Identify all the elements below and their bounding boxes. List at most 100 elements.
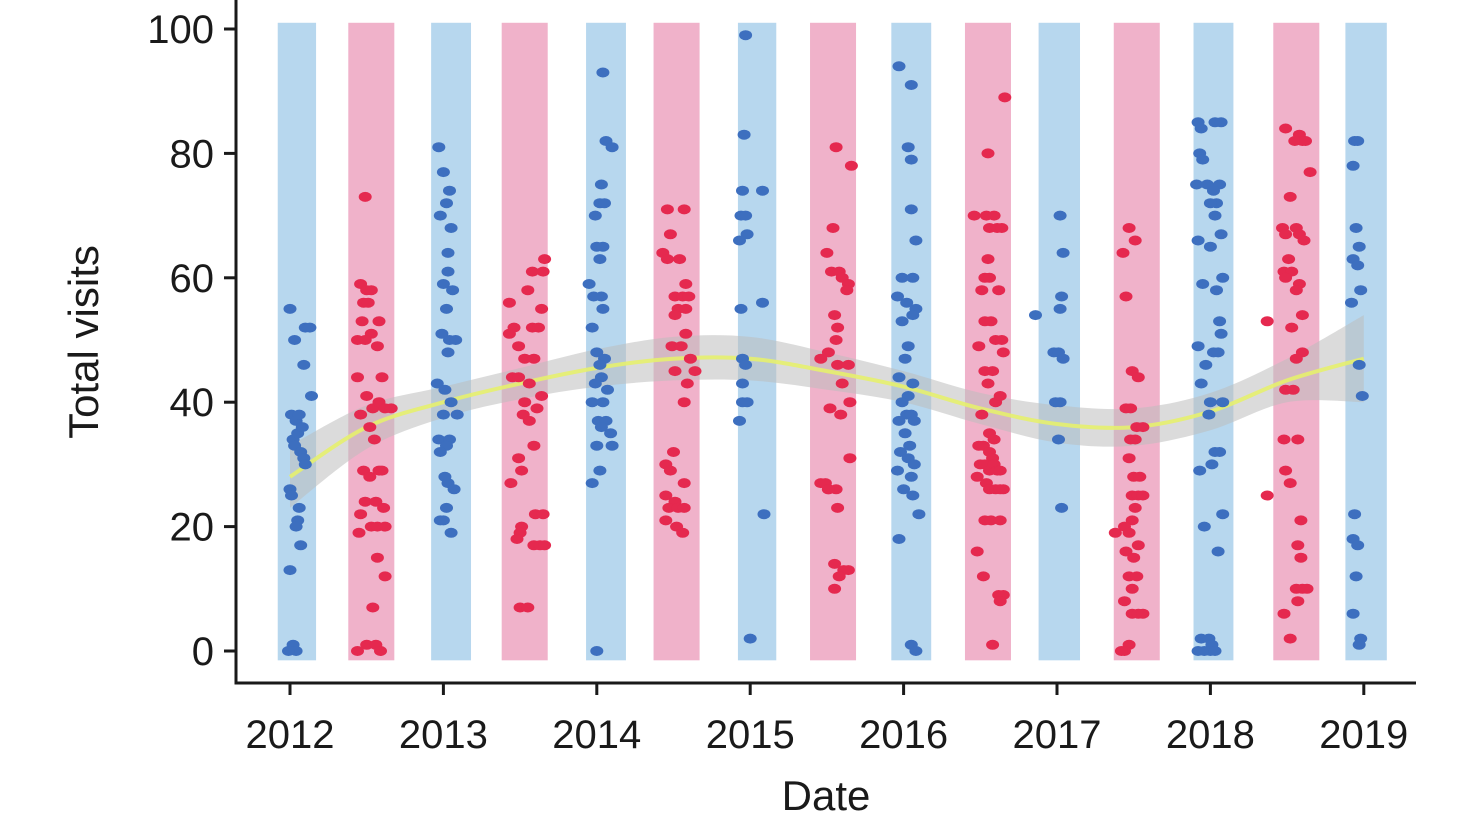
winter-point-125 — [895, 397, 909, 408]
winter-point-63 — [588, 210, 602, 221]
summer-point-252 — [1286, 384, 1300, 395]
summer-point-110 — [844, 160, 858, 171]
winter-point-138 — [906, 490, 920, 501]
summer-point-139 — [828, 583, 842, 594]
summer-point-240 — [1297, 235, 1311, 246]
winter-point-107 — [892, 61, 906, 72]
winter-point-130 — [898, 428, 912, 439]
summer-point-263 — [1291, 596, 1305, 607]
summer-point-191 — [981, 148, 995, 159]
winter-point-105 — [757, 509, 771, 520]
summer-point-55 — [512, 372, 526, 383]
winter-point-55 — [444, 527, 458, 538]
summer-point-73 — [538, 540, 552, 551]
summer-point-156 — [972, 341, 986, 352]
winter-point-21 — [303, 322, 317, 333]
winter-point-32 — [441, 247, 455, 258]
winter-point-146 — [1055, 291, 1069, 302]
winter-point-66 — [593, 254, 607, 265]
x-tick-label-2015: 2015 — [706, 713, 795, 757]
winter-point-120 — [901, 341, 915, 352]
summer-point-165 — [987, 434, 1001, 445]
winter-point-190 — [1211, 546, 1225, 557]
summer-point-13 — [375, 372, 389, 383]
winter-point-169 — [1191, 235, 1205, 246]
winter-point-186 — [1205, 459, 1219, 470]
summer-point-11 — [370, 341, 384, 352]
winter-point-119 — [895, 316, 909, 327]
summer-point-193 — [1122, 223, 1136, 233]
winter-point-44 — [436, 409, 450, 420]
summer-band-13 — [1273, 22, 1320, 661]
winter-point-144 — [1053, 210, 1067, 221]
x-tick-label-2019: 2019 — [1319, 713, 1408, 757]
summer-point-235 — [1283, 191, 1297, 202]
summer-point-119 — [831, 322, 845, 333]
winter-point-40 — [441, 347, 455, 358]
winter-point-101 — [736, 378, 749, 389]
y-tick-label-100: 100 — [147, 8, 214, 52]
summer-point-141 — [967, 210, 981, 221]
summer-point-190 — [986, 639, 1000, 650]
summer-point-50 — [502, 328, 516, 339]
summer-point-41 — [538, 254, 552, 265]
winter-point-85 — [593, 465, 607, 476]
winter-point-153 — [1052, 434, 1065, 445]
winter-point-23 — [305, 391, 318, 401]
x-tick-label-2012: 2012 — [246, 713, 335, 757]
winter-point-65 — [596, 241, 610, 252]
winter-point-170 — [1203, 241, 1217, 252]
winter-point-129 — [907, 415, 921, 426]
summer-point-20 — [363, 422, 377, 433]
winter-band-10 — [1038, 22, 1081, 661]
winter-point-14 — [289, 521, 303, 532]
summer-point-238 — [1279, 229, 1293, 240]
winter-point-183 — [1202, 409, 1216, 420]
winter-point-204 — [1351, 260, 1365, 271]
winter-point-118 — [906, 310, 920, 321]
summer-point-78 — [663, 229, 677, 240]
summer-point-10 — [358, 335, 372, 345]
winter-point-51 — [447, 484, 461, 495]
winter-point-189 — [1197, 521, 1211, 532]
x-tick-label-2018: 2018 — [1166, 713, 1255, 757]
summer-point-143 — [987, 210, 1001, 221]
winter-point-114 — [906, 272, 920, 283]
winter-point-197 — [1208, 646, 1222, 656]
winter-point-67 — [582, 279, 596, 289]
summer-point-112 — [820, 247, 834, 258]
winter-point-69 — [594, 291, 608, 302]
summer-point-127 — [823, 403, 837, 414]
winter-point-158 — [1214, 117, 1228, 128]
winter-point-31 — [444, 223, 458, 233]
summer-point-65 — [504, 478, 518, 489]
summer-point-123 — [835, 378, 849, 389]
summer-point-14 — [360, 391, 374, 401]
summer-point-3 — [364, 285, 378, 296]
winter-point-136 — [904, 471, 918, 482]
summer-point-85 — [682, 291, 696, 302]
winter-point-112 — [909, 235, 923, 246]
summer-point-225 — [1136, 608, 1150, 619]
summer-point-93 — [674, 341, 688, 352]
summer-point-194 — [1128, 235, 1142, 246]
winter-point-132 — [894, 447, 907, 457]
summer-point-184 — [993, 515, 1007, 526]
summer-point-266 — [1260, 490, 1274, 501]
winter-point-36 — [440, 303, 453, 314]
summer-point-25 — [375, 465, 389, 476]
winter-point-19 — [282, 646, 295, 656]
winter-point-25 — [298, 459, 312, 470]
y-tick-label-0: 0 — [192, 630, 214, 674]
summer-point-109 — [829, 142, 843, 153]
summer-point-26 — [358, 496, 372, 507]
summer-point-181 — [996, 484, 1010, 495]
winter-point-59 — [605, 142, 619, 153]
summer-point-259 — [1294, 552, 1308, 563]
summer-point-61 — [522, 415, 536, 426]
winter-point-199 — [1351, 136, 1365, 146]
winter-point-185 — [1213, 447, 1227, 457]
summer-band-11 — [1113, 22, 1160, 661]
winter-point-142 — [909, 646, 923, 656]
